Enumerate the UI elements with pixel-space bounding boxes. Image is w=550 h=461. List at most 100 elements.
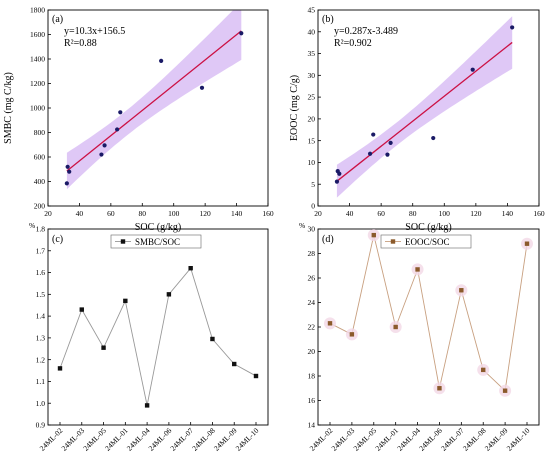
x-tick-label: 100: [168, 209, 180, 218]
legend-marker: [390, 239, 396, 244]
legend-marker: [120, 239, 126, 244]
y-tick-label: 1.5: [36, 290, 46, 299]
data-point: [371, 132, 376, 137]
y-tick-label: 1.4: [36, 312, 46, 321]
y-tick-label: 800: [34, 128, 46, 137]
data-point: [64, 181, 69, 186]
x-tick-label: 24ML-10: [505, 426, 532, 453]
series-line: [59, 267, 257, 406]
data-point: [239, 31, 244, 36]
y-tick-label: 22: [308, 323, 316, 332]
data-point: [385, 152, 390, 157]
x-tick-label: 40: [76, 209, 84, 218]
data-marker: [188, 266, 193, 271]
data-point: [388, 140, 393, 145]
legend-entry: EOOC/SOC: [405, 237, 450, 247]
y-tick-label: 35: [308, 49, 316, 58]
x-tick-label: 80: [409, 209, 417, 218]
data-point: [115, 127, 120, 132]
x-tick-label: 100: [439, 209, 451, 218]
y-tick-label: 1.2: [36, 355, 46, 364]
x-tick-label: 120: [200, 209, 212, 218]
data-marker: [459, 288, 464, 293]
panel-label: (c): [52, 234, 63, 245]
y-tick-label: 1.0: [36, 399, 46, 408]
data-point: [337, 171, 342, 176]
data-point: [159, 58, 164, 63]
y-tick-label: 1800: [30, 6, 45, 15]
data-marker: [415, 267, 420, 272]
x-axis-label: SOC (g/kg): [405, 222, 451, 233]
plot-frame-1: [317, 9, 540, 207]
data-point: [118, 110, 123, 115]
data-marker: [210, 336, 215, 342]
y-tick-label: 1.8: [36, 225, 46, 234]
data-marker: [57, 366, 63, 371]
y-tick-label: 30: [308, 225, 316, 234]
x-tick-label: 60: [377, 209, 385, 218]
data-marker: [481, 367, 486, 373]
legend-entry: SMBC/SOC: [135, 237, 180, 247]
x-tick-label: 120: [470, 209, 482, 218]
y-tick-label: 200: [34, 202, 46, 211]
confidence-band: [336, 16, 513, 198]
x-tick-label: 80: [139, 209, 147, 218]
x-axis-label: SOC (g/kg): [135, 222, 181, 233]
data-marker: [79, 307, 84, 312]
plot-frame-2: [47, 228, 269, 426]
y-tick-label: 1200: [30, 79, 45, 88]
x-tick-label: 24ML-10: [234, 426, 261, 453]
y-axis-label: SMBC (mg C/kg): [3, 72, 14, 144]
y-tick-label: 45: [308, 6, 316, 15]
data-marker: [327, 321, 333, 326]
y-tick-label: 18: [308, 372, 316, 381]
data-marker: [437, 386, 442, 391]
y-axis-label: EOOC (mg C/g): [289, 75, 300, 141]
y-tick-label: 30: [308, 71, 316, 80]
data-marker: [349, 332, 355, 337]
r-squared: R²=0.88: [64, 38, 97, 49]
data-point: [67, 169, 72, 174]
y-tick-label: 1.3: [36, 333, 46, 342]
y-tick-label: 24: [308, 298, 316, 307]
data-marker: [393, 324, 398, 330]
data-marker: [232, 361, 237, 367]
unit-label: %: [299, 221, 305, 230]
unit-label: %: [29, 221, 35, 230]
y-tick-label: 1.7: [36, 246, 46, 255]
data-point: [99, 152, 104, 157]
data-marker: [253, 373, 259, 379]
data-marker: [524, 241, 530, 246]
line-panel-c: 0.91.01.11.21.31.41.51.61.71.824ML-0224M…: [29, 221, 269, 453]
y-tick-label: 0.9: [36, 421, 46, 430]
x-tick-label: 20: [314, 209, 322, 218]
y-tick-label: 16: [308, 396, 316, 405]
series-line: [329, 234, 528, 392]
legend-box: [380, 234, 472, 249]
x-tick-label: 140: [502, 209, 514, 218]
scatter-panel-b: 20 40 60 80 100 120 140 160 0 5 10 15 20 25 30 35 40 45 SO…: [289, 6, 545, 233]
y-tick-label: 20: [308, 114, 316, 123]
y-tick-label: 26: [308, 274, 316, 283]
regression-equation: y=10.3x+156.5: [64, 26, 125, 37]
legend-box: [110, 234, 202, 249]
data-marker: [101, 345, 106, 350]
y-tick-label: 10: [308, 158, 316, 167]
data-marker: [144, 403, 150, 408]
y-tick-label: 400: [34, 177, 46, 186]
x-tick-label: 20: [44, 209, 52, 218]
data-point: [102, 143, 107, 148]
y-tick-label: 0: [311, 202, 315, 211]
regression-equation: y=0.287x-3.489: [334, 26, 398, 37]
data-marker: [502, 388, 508, 393]
line-panel-d: 14161820222426283024ML-0224ML-0324ML-052…: [299, 221, 540, 453]
y-tick-label: 40: [308, 27, 316, 36]
scatter-panel-a: 20 40 60 80 100 120 140 160 200 400 600 800 1000 1200…: [3, 6, 274, 233]
data-marker: [166, 292, 172, 297]
fit-line: [66, 30, 242, 172]
x-tick-label: 60: [107, 209, 115, 218]
y-tick-label: 28: [308, 249, 316, 258]
x-tick-label: 160: [262, 209, 274, 218]
confidence-band: [66, 10, 242, 190]
